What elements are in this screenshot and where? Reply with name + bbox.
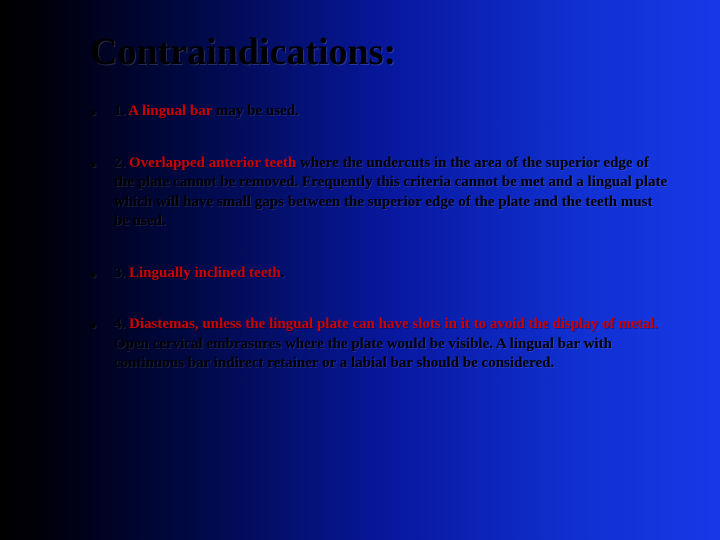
item-highlight: Diastemas, unless the lingual plate can … <box>129 316 658 332</box>
slide: Contraindications: 1. A lingual bar may … <box>0 0 720 436</box>
item-rest: . <box>281 265 285 281</box>
slide-title: Contraindications: <box>90 30 670 74</box>
item-highlight: A lingual bar <box>128 103 212 119</box>
item-rest: Open cervical embrasures where the plate… <box>114 336 612 372</box>
list-item: 2. Overlapped anterior teeth where the u… <box>90 154 670 232</box>
item-number: 3. <box>114 265 129 281</box>
list-item: 4. Diastemas, unless the lingual plate c… <box>90 315 670 374</box>
item-rest: may be used. <box>212 103 299 119</box>
bullet-list: 1. A lingual bar may be used. 2. Overlap… <box>90 102 670 374</box>
list-item: 3. Lingually inclined teeth. <box>90 264 670 284</box>
item-highlight: Overlapped anterior teeth <box>129 155 296 171</box>
item-number: 4. <box>114 316 129 332</box>
list-item: 1. A lingual bar may be used. <box>90 102 670 122</box>
item-highlight: Lingually inclined teeth <box>129 265 281 281</box>
item-number: 2. <box>114 155 129 171</box>
item-number: 1. <box>114 103 128 119</box>
